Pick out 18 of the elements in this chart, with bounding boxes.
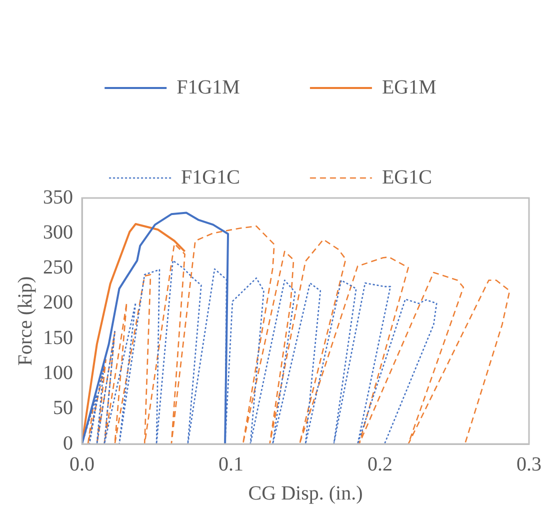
legend-label: F1G1M	[176, 76, 240, 98]
legend-label: EG1C	[382, 166, 432, 188]
x-tick-label: 0.0	[70, 453, 94, 476]
legend-label: F1G1C	[181, 166, 240, 188]
y-tick-label: 100	[43, 362, 73, 384]
y-axis-title: Force (kip)	[14, 276, 36, 366]
y-tick-label: 50	[53, 397, 73, 420]
y-tick-label: 200	[43, 292, 73, 314]
y-tick-label: 250	[43, 256, 73, 279]
x-tick-label: 0.3	[516, 453, 542, 476]
y-tick-label: 350	[43, 186, 73, 208]
x-tick-label: 0.1	[218, 453, 244, 476]
x-axis-title: CG Disp. (in.)	[248, 482, 363, 504]
y-tick-label: 0	[63, 432, 73, 454]
y-tick-label: 300	[43, 221, 73, 244]
legend-label: EG1M	[382, 76, 437, 98]
y-tick-label: 150	[43, 326, 73, 349]
x-tick-label: 0.2	[368, 453, 392, 476]
